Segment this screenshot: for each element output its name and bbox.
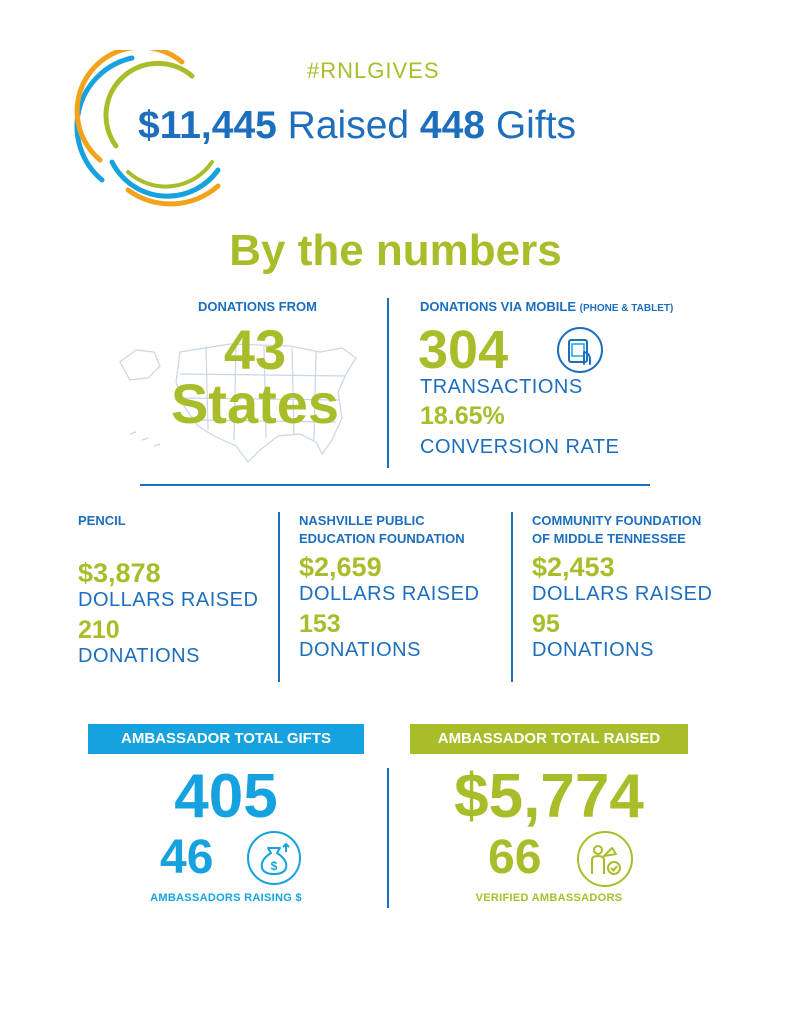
gifts-count: 448 [419, 104, 485, 147]
states-count: 43 [223, 318, 287, 381]
money-bag-icon: $ [247, 831, 301, 885]
org-name-line2: OF MIDDLE TENNESSEE [532, 531, 686, 546]
divider-horizontal [140, 484, 650, 486]
raised-amount: $11,445 [138, 104, 277, 147]
divider-vertical [278, 512, 280, 682]
org-donations: 153 [299, 610, 341, 638]
ambassador-raised-banner: AMBASSADOR TOTAL RAISED [410, 724, 688, 754]
verified-ambassadors-count: 66 [488, 831, 542, 884]
divider-vertical [511, 512, 513, 682]
org-raised: $3,878 [78, 558, 161, 588]
mobile-transactions: 304 [418, 320, 509, 380]
org-name-line2: EDUCATION FOUNDATION [299, 531, 465, 546]
org-raised: $2,659 [299, 552, 382, 582]
mobile-label: DONATIONS VIA MOBILE (PHONE & TABLET) [420, 298, 673, 318]
megaphone-person-icon [577, 831, 633, 887]
org-cfmt: COMMUNITY FOUNDATION OF MIDDLE TENNESSEE… [532, 512, 742, 662]
org-raised-label: DOLLARS RAISED [532, 583, 713, 605]
org-name: PENCIL [78, 513, 126, 528]
org-name: COMMUNITY FOUNDATION [532, 513, 702, 528]
conversion-rate: 18.65% [420, 402, 505, 430]
transactions-label: TRANSACTIONS [420, 376, 583, 398]
ambassadors-raising-label: AMBASSADORS RAISING $ [150, 892, 302, 904]
states-label: DONATIONS FROM [198, 299, 317, 314]
org-name: NASHVILLE PUBLIC [299, 513, 425, 528]
section-title: By the numbers [229, 226, 562, 275]
tablet-touch-icon [557, 327, 603, 373]
gifts-word: Gifts [495, 104, 577, 147]
mobile-label-note: (PHONE & TABLET) [579, 303, 674, 314]
org-raised-label: DOLLARS RAISED [78, 589, 259, 611]
ambassador-gifts-banner: AMBASSADOR TOTAL GIFTS [88, 724, 364, 754]
ambassadors-raising-count: 46 [160, 831, 214, 884]
org-donations-label: DONATIONS [299, 639, 421, 661]
verified-ambassadors-label: VERIFIED AMBASSADORS [475, 892, 623, 904]
divider-vertical [387, 768, 389, 908]
us-map-icon [119, 343, 357, 463]
states-word: States [170, 372, 340, 435]
ambassador-raised-total: $5,774 [454, 762, 644, 831]
headline: $11,445 Raised 448 Gifts [138, 104, 576, 148]
conversion-label: CONVERSION RATE [420, 436, 620, 458]
org-npef: NASHVILLE PUBLIC EDUCATION FOUNDATION $2… [299, 512, 509, 662]
svg-text:$: $ [271, 859, 278, 873]
ambassador-gifts-total: 405 [174, 762, 278, 831]
logo-arcs-icon [74, 50, 221, 207]
org-raised: $2,453 [532, 552, 615, 582]
org-donations-label: DONATIONS [532, 639, 654, 661]
org-donations: 95 [532, 610, 560, 638]
org-pencil: PENCIL $3,878 DOLLARS RAISED 210 DONATIO… [78, 512, 278, 668]
divider-vertical [387, 298, 389, 468]
hashtag: #RNLGIVES [307, 58, 440, 83]
org-donations-label: DONATIONS [78, 645, 200, 667]
mobile-label-main: DONATIONS VIA MOBILE [420, 299, 576, 314]
org-name-line2 [78, 530, 278, 548]
org-raised-label: DOLLARS RAISED [299, 583, 480, 605]
org-donations: 210 [78, 616, 120, 644]
raised-word: Raised [287, 104, 410, 147]
